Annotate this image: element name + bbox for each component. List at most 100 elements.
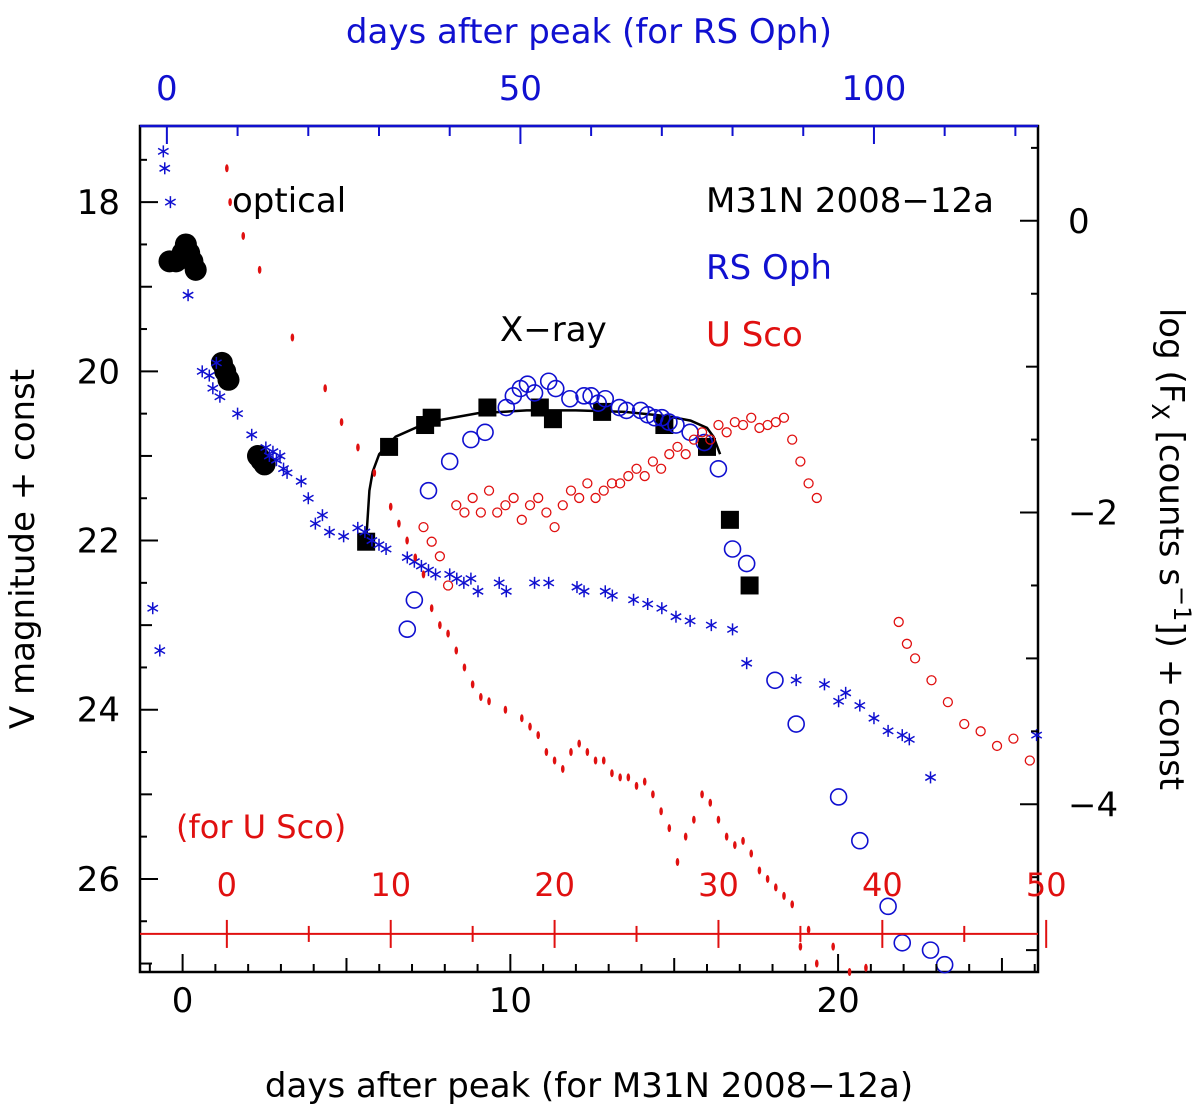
asterisk-stroke bbox=[868, 714, 880, 722]
optical-point-usco bbox=[642, 777, 647, 786]
optical-point-rsoph bbox=[500, 585, 512, 598]
xray-point-usco bbox=[565, 485, 577, 496]
asterisk-stroke bbox=[472, 587, 484, 595]
optical-point-rsoph bbox=[281, 466, 293, 479]
optical-point-usco bbox=[593, 756, 598, 765]
asterisk-stroke bbox=[159, 164, 171, 172]
inner-tick-label: 40 bbox=[862, 866, 903, 904]
optical-point-rsoph bbox=[493, 576, 505, 589]
xray-point-usco bbox=[475, 507, 486, 518]
optical-point-usco bbox=[765, 874, 770, 883]
xray-point-usco bbox=[713, 419, 724, 431]
asterisk-stroke bbox=[429, 570, 442, 579]
optical-point-rsoph bbox=[210, 356, 222, 369]
xray-point-usco bbox=[467, 492, 478, 504]
optical-point-usco bbox=[544, 748, 549, 757]
optical-point-usco bbox=[610, 769, 614, 778]
optical-point-usco bbox=[339, 418, 344, 427]
asterisk-stroke bbox=[147, 604, 159, 612]
xray-point-usco bbox=[1008, 733, 1019, 744]
optical-point-rsoph bbox=[726, 623, 739, 636]
asterisk-stroke bbox=[599, 587, 611, 595]
optical-point-rsoph bbox=[380, 543, 392, 555]
optical-point-rsoph bbox=[599, 585, 611, 598]
optical-point-usco bbox=[356, 443, 360, 452]
optical-point-usco bbox=[257, 265, 262, 274]
asterisk-stroke bbox=[316, 511, 329, 519]
xray-point-usco bbox=[516, 514, 527, 525]
optical-point-rsoph bbox=[571, 581, 583, 594]
optical-point-usco bbox=[323, 384, 327, 393]
bottom-tick-label: 10 bbox=[489, 981, 532, 1021]
xray-point-rsoph bbox=[440, 452, 459, 471]
optical-point-rsoph bbox=[833, 695, 845, 708]
asterisk-stroke bbox=[401, 553, 413, 562]
optical-point-rsoph bbox=[246, 428, 258, 441]
optical-point-usco bbox=[388, 502, 393, 511]
optical-point-rsoph bbox=[157, 145, 169, 158]
xray-point-rsoph bbox=[879, 897, 897, 916]
xray-point-usco bbox=[500, 500, 511, 511]
optical-point-usco bbox=[503, 705, 508, 714]
optical-point-rsoph bbox=[154, 644, 166, 657]
asterisk-stroke bbox=[627, 596, 640, 604]
xray-point-usco bbox=[549, 521, 560, 533]
xray-point-rsoph bbox=[617, 401, 636, 420]
xray-point-usco bbox=[696, 427, 708, 438]
xray-point-rsoph bbox=[546, 379, 565, 398]
xray-point-rsoph bbox=[695, 433, 714, 452]
right-axis-title-mid: [counts s bbox=[1151, 420, 1191, 586]
inner-tick-label: 0 bbox=[217, 866, 237, 904]
optical-point-rsoph bbox=[159, 162, 171, 175]
asterisk-stroke bbox=[359, 528, 371, 536]
optical-point-usco bbox=[806, 925, 811, 934]
optical-point-rsoph bbox=[903, 733, 915, 746]
asterisk-stroke bbox=[670, 613, 682, 621]
optical-point-rsoph bbox=[401, 551, 413, 564]
optical-point-rsoph bbox=[182, 289, 194, 302]
xray-point-usco bbox=[541, 507, 552, 518]
xray-point-rsoph bbox=[921, 941, 940, 959]
xray-point-usco bbox=[426, 536, 437, 547]
optical-point-usco bbox=[847, 968, 852, 976]
optical-point-rsoph bbox=[147, 602, 159, 615]
optical-point-usco bbox=[634, 781, 639, 790]
xray-point-rsoph bbox=[893, 934, 912, 952]
optical-point-usco bbox=[228, 198, 232, 207]
asterisk-stroke bbox=[373, 541, 385, 549]
optical-point-rsoph bbox=[415, 559, 428, 572]
optical-point-usco bbox=[749, 849, 754, 858]
asterisk-stroke bbox=[277, 464, 290, 473]
asterisk-stroke bbox=[281, 469, 293, 477]
xray-point-usco bbox=[811, 492, 822, 504]
top-tick-label: 0 bbox=[156, 69, 178, 109]
xray-point-usco bbox=[787, 434, 798, 445]
xray-point-usco bbox=[418, 521, 429, 533]
optical-point-usco bbox=[577, 739, 581, 748]
xray-point-rsoph bbox=[575, 387, 593, 405]
optical-point-usco bbox=[479, 693, 483, 702]
optical-point-usco bbox=[429, 604, 434, 613]
optical-point-rsoph bbox=[790, 674, 802, 687]
bottom-tick-label: 20 bbox=[816, 981, 859, 1021]
top-tick-label: 100 bbox=[842, 69, 907, 109]
optical-point-rsoph bbox=[444, 568, 456, 581]
xray-point-usco bbox=[524, 500, 536, 511]
optical-point-rsoph bbox=[274, 449, 286, 462]
optical-point-usco bbox=[569, 748, 573, 757]
optical-point-usco bbox=[421, 570, 426, 579]
optical-point-usco bbox=[438, 621, 442, 630]
asterisk-stroke bbox=[302, 494, 314, 502]
asterisk-stroke bbox=[352, 524, 364, 532]
xray-point-rsoph bbox=[405, 591, 424, 609]
top-tick-label: 50 bbox=[499, 69, 542, 109]
asterisk-stroke bbox=[274, 452, 286, 460]
optical-point-usco bbox=[716, 815, 721, 824]
optical-point-rsoph bbox=[231, 407, 244, 420]
xray-point-rsoph bbox=[935, 955, 954, 974]
optical-point-usco bbox=[757, 866, 762, 875]
optical-point-rsoph bbox=[606, 589, 618, 602]
xray-point-usco bbox=[959, 718, 970, 730]
optical-point-rsoph bbox=[196, 365, 208, 378]
